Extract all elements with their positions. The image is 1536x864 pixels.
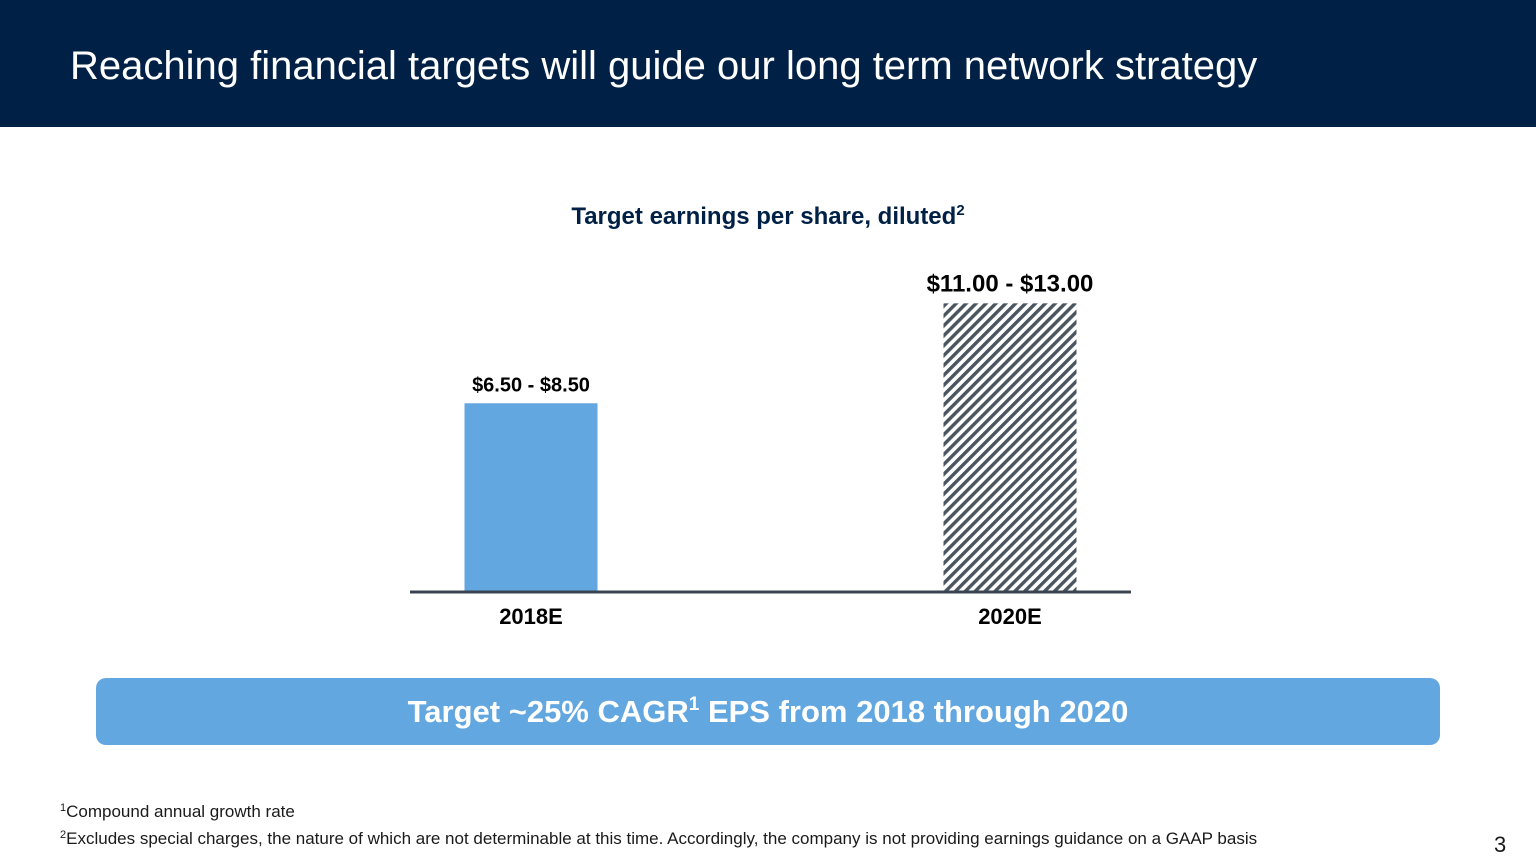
header-bar: Reaching financial targets will guide ou…: [0, 0, 1536, 127]
data-label-2020E: $11.00 - $13.00: [927, 270, 1094, 297]
footnote-2-text: Excludes special charges, the nature of …: [66, 829, 1258, 848]
chart-title-footnote-ref: 2: [956, 202, 965, 219]
footnote-2: 2Excludes special charges, the nature of…: [60, 828, 1257, 850]
page-number: 3: [1494, 832, 1507, 857]
chart-title: Target earnings per share, diluted2: [0, 200, 1536, 234]
footnote-1-text: Compound annual growth rate: [66, 802, 295, 821]
bar-2018E: [464, 403, 598, 592]
banner-footnote-ref: 1: [688, 693, 700, 715]
banner-text-after: EPS from 2018 through 2020: [699, 693, 1129, 729]
banner-text-before: Target ~25% CAGR: [407, 693, 689, 729]
cagr-banner: Target ~25% CAGR1 EPS from 2018 through …: [96, 678, 1440, 745]
x-tick-2018E: 2018E: [499, 604, 563, 629]
footnote-2-marker: 2: [60, 829, 67, 841]
page-title: Reaching financial targets will guide ou…: [70, 44, 1258, 88]
footnote-1: 1Compound annual growth rate: [60, 801, 295, 823]
x-tick-2020E: 2020E: [978, 604, 1042, 629]
chart-title-text: Target earnings per share, diluted: [571, 203, 957, 230]
data-label-2018E: $6.50 - $8.50: [472, 374, 590, 396]
bar-2020E: [943, 303, 1077, 592]
footnote-1-marker: 1: [60, 802, 67, 814]
cagr-banner-text: Target ~25% CAGR1 EPS from 2018 through …: [408, 694, 1129, 730]
